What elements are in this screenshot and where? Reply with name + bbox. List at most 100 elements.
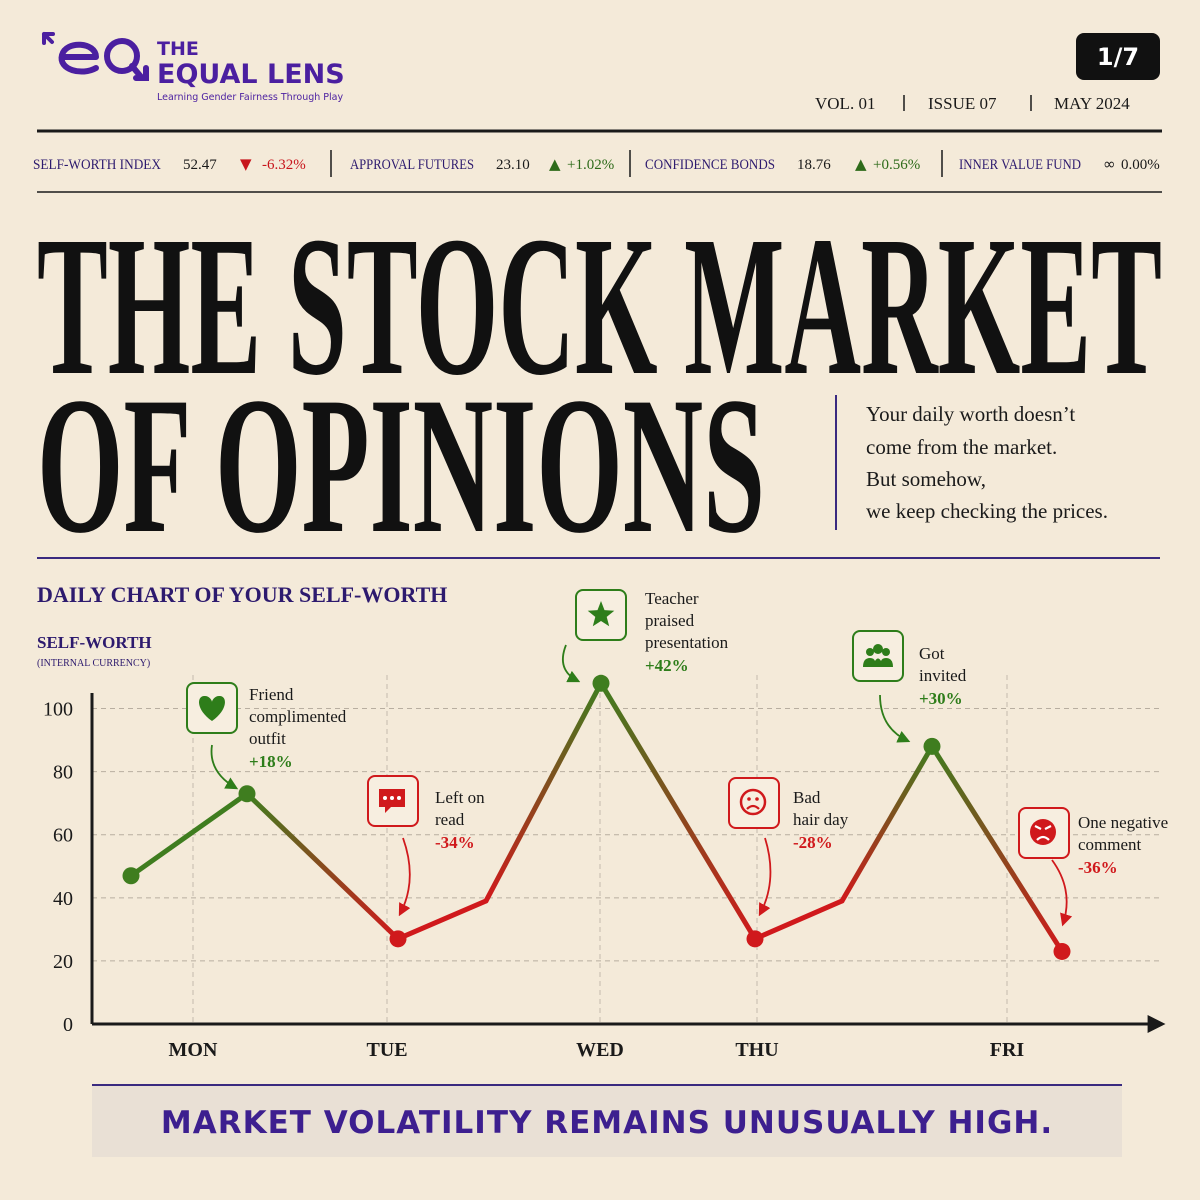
footer-banner — [92, 1085, 1122, 1157]
point — [238, 785, 256, 803]
ticker-name: CONFIDENCE BONDS — [645, 157, 775, 173]
icon-box — [728, 777, 780, 829]
annotation-text: Friend — [249, 685, 294, 704]
annotation-arrow — [210, 744, 239, 790]
annotation-text: invited — [919, 666, 967, 685]
icon — [866, 648, 874, 656]
icon — [863, 658, 893, 667]
icon — [379, 789, 405, 813]
ticker-name: SELF-WORTH INDEX — [33, 157, 161, 173]
annotation-text: hair day — [793, 810, 849, 829]
y-axis-sublabel: (INTERNAL CURRENCY) — [37, 658, 150, 669]
annotation-text: Got — [919, 644, 945, 663]
ticker: SELF-WORTH INDEX 52.47 ▼ -6.32% APPROVAL FUT… — [33, 150, 1160, 177]
annotation-arrow — [758, 837, 772, 917]
x-tick-label: MON — [169, 1039, 218, 1061]
ticker-change: +0.56% — [873, 157, 920, 173]
annotation-arrow — [562, 644, 581, 683]
line-segment — [128, 791, 250, 879]
y-tick-label: 100 — [43, 699, 73, 721]
line-segment — [929, 743, 1065, 954]
line-segment — [483, 680, 604, 904]
point — [923, 737, 941, 755]
line-segment — [395, 898, 489, 942]
page-badge — [1076, 33, 1160, 80]
icon — [746, 804, 760, 810]
subtext: we keep checking the prices. — [866, 499, 1108, 523]
ticker-change: +1.02% — [567, 157, 614, 173]
headline: THE STOCK MARKET — [37, 196, 1162, 417]
y-axis-label: SELF-WORTH — [37, 633, 152, 652]
line-segment — [244, 791, 401, 942]
point — [1053, 942, 1071, 960]
annotation-arrow — [1051, 859, 1073, 927]
line-segment — [598, 680, 758, 942]
ticker-symbol: ∞ — [1103, 155, 1116, 173]
x-tick-label: TUE — [366, 1039, 407, 1061]
logo-top: THE — [157, 38, 199, 60]
icon — [383, 796, 387, 800]
y-tick-label: 80 — [53, 762, 73, 784]
ticker-name: INNER VALUE FUND — [959, 157, 1081, 173]
annotation-text: One negative — [1078, 813, 1168, 832]
point — [746, 930, 764, 948]
y-tick-label: 60 — [53, 825, 73, 847]
x-tick-label: WED — [576, 1039, 624, 1061]
headline: OF OPINIONS — [37, 357, 765, 574]
footer-text: MARKET VOLATILITY REMAINS UNUSUALLY HIGH… — [161, 1105, 1053, 1141]
annotation-change: +30% — [919, 689, 963, 708]
annotation-text: outfit — [249, 729, 286, 748]
annotation-change: +18% — [249, 752, 293, 771]
point — [592, 674, 610, 692]
y-tick-label: 40 — [53, 888, 73, 910]
line-segment — [752, 898, 845, 942]
ticker-value: 18.76 — [797, 157, 831, 173]
point — [122, 867, 140, 885]
y-tick-label: 20 — [53, 951, 73, 973]
logo — [42, 32, 149, 81]
annotation-text: Teacher — [645, 589, 699, 608]
ticker-change: -6.32% — [262, 157, 306, 173]
subtext: come from the market. — [866, 435, 1057, 459]
annotation-text: praised — [645, 611, 695, 630]
icon-box — [852, 630, 904, 682]
page-number: 1/7 — [1097, 43, 1139, 71]
point — [389, 930, 407, 948]
annotation-text: comment — [1078, 835, 1142, 854]
subtext: Your daily worth doesn’t — [866, 402, 1075, 426]
logo-tagline: Learning Gender Fairness Through Play — [157, 92, 343, 103]
annotation-text: complimented — [249, 707, 347, 726]
ticker-symbol: ▲ — [549, 155, 561, 173]
x-tick-label: THU — [735, 1039, 778, 1061]
ticker-change: 0.00% — [1121, 157, 1160, 173]
annotation-change: -36% — [1078, 858, 1118, 877]
annotation-change: -28% — [793, 833, 833, 852]
issue-volume: VOL. 01 — [815, 94, 875, 113]
ticker-value: 52.47 — [183, 157, 217, 173]
line-segment — [839, 743, 935, 904]
annotation-text: Left on — [435, 788, 485, 807]
annotation-text: presentation — [645, 633, 729, 652]
annotation-text: Bad — [793, 788, 821, 807]
annotation-change: -34% — [435, 833, 475, 852]
icon — [199, 695, 225, 721]
icon — [747, 797, 751, 801]
icon — [873, 644, 883, 654]
icon — [1034, 825, 1052, 841]
chart: 0 20 40 60 80 100 MON TUE WED THU FRI Friend complim… — [43, 589, 1168, 1061]
icon — [390, 796, 394, 800]
subtext: But somehow, — [866, 467, 986, 491]
ticker-name: APPROVAL FUTURES — [350, 157, 474, 173]
x-tick-label: FRI — [990, 1039, 1025, 1061]
ticker-symbol: ▼ — [240, 155, 252, 173]
chart-title: DAILY CHART OF YOUR SELF-WORTH — [37, 582, 447, 607]
ticker-value: 23.10 — [496, 157, 530, 173]
icon — [1030, 819, 1056, 845]
icon — [755, 797, 759, 801]
annotation-change: +42% — [645, 656, 689, 675]
issue-date: MAY 2024 — [1054, 94, 1130, 113]
ticker-symbol: ▲ — [855, 155, 867, 173]
annotation-arrow — [879, 694, 911, 743]
